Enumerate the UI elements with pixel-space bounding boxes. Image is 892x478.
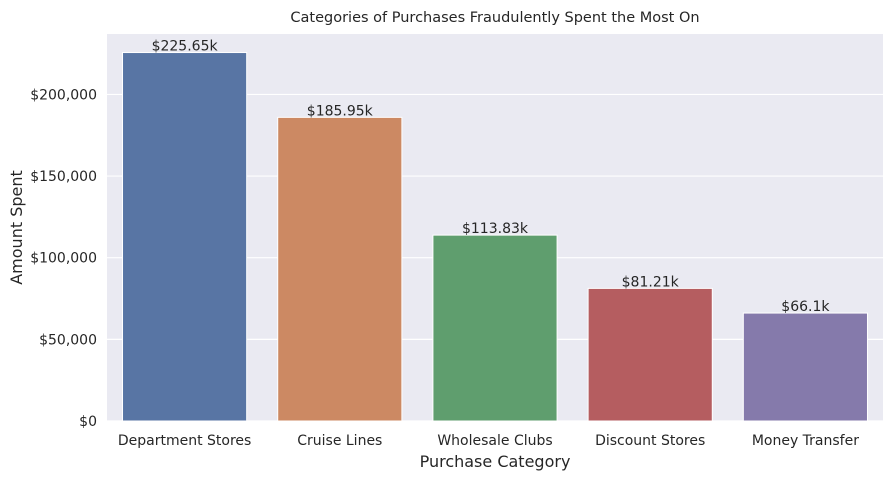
- y-tick-label: $150,000: [30, 169, 97, 185]
- bar-data-label: $185.95k: [307, 103, 374, 119]
- y-tick-label: $100,000: [30, 251, 97, 267]
- bar-data-label: $66.1k: [781, 299, 830, 315]
- x-tick-label: Discount Stores: [595, 433, 705, 449]
- x-axis-ticks: Department Stores Cruise Lines Wholesale C…: [118, 433, 859, 449]
- bar-data-label: $81.21k: [622, 274, 680, 290]
- y-tick-label: $50,000: [39, 332, 97, 348]
- x-tick-label: Department Stores: [118, 433, 251, 449]
- bar-discount-stores: [587, 287, 713, 422]
- bars: [122, 52, 868, 422]
- chart-title: Categories of Purchases Fraudulently Spe…: [290, 10, 699, 26]
- y-axis-label: Amount Spent: [7, 170, 26, 285]
- y-axis-ticks: $0 $50,000 $100,000 $150,000 $200,000: [30, 87, 97, 430]
- bar-money-transfer: [742, 312, 868, 422]
- bar-wholesale-clubs: [432, 234, 558, 422]
- bar-department-stores: [122, 52, 248, 422]
- x-tick-label: Cruise Lines: [297, 433, 382, 449]
- bar-data-label: $113.83k: [462, 221, 529, 237]
- y-tick-label: $0: [79, 414, 97, 430]
- bar-data-label: $225.65k: [152, 39, 219, 55]
- bar-cruise-lines: [277, 116, 403, 422]
- x-tick-label: Money Transfer: [752, 433, 859, 449]
- x-tick-label: Wholesale Clubs: [437, 433, 552, 449]
- x-axis-label: Purchase Category: [420, 452, 571, 471]
- data-labels: $225.65k $185.95k $113.83k $81.21k $66.1k: [152, 39, 831, 316]
- y-tick-label: $200,000: [30, 87, 97, 103]
